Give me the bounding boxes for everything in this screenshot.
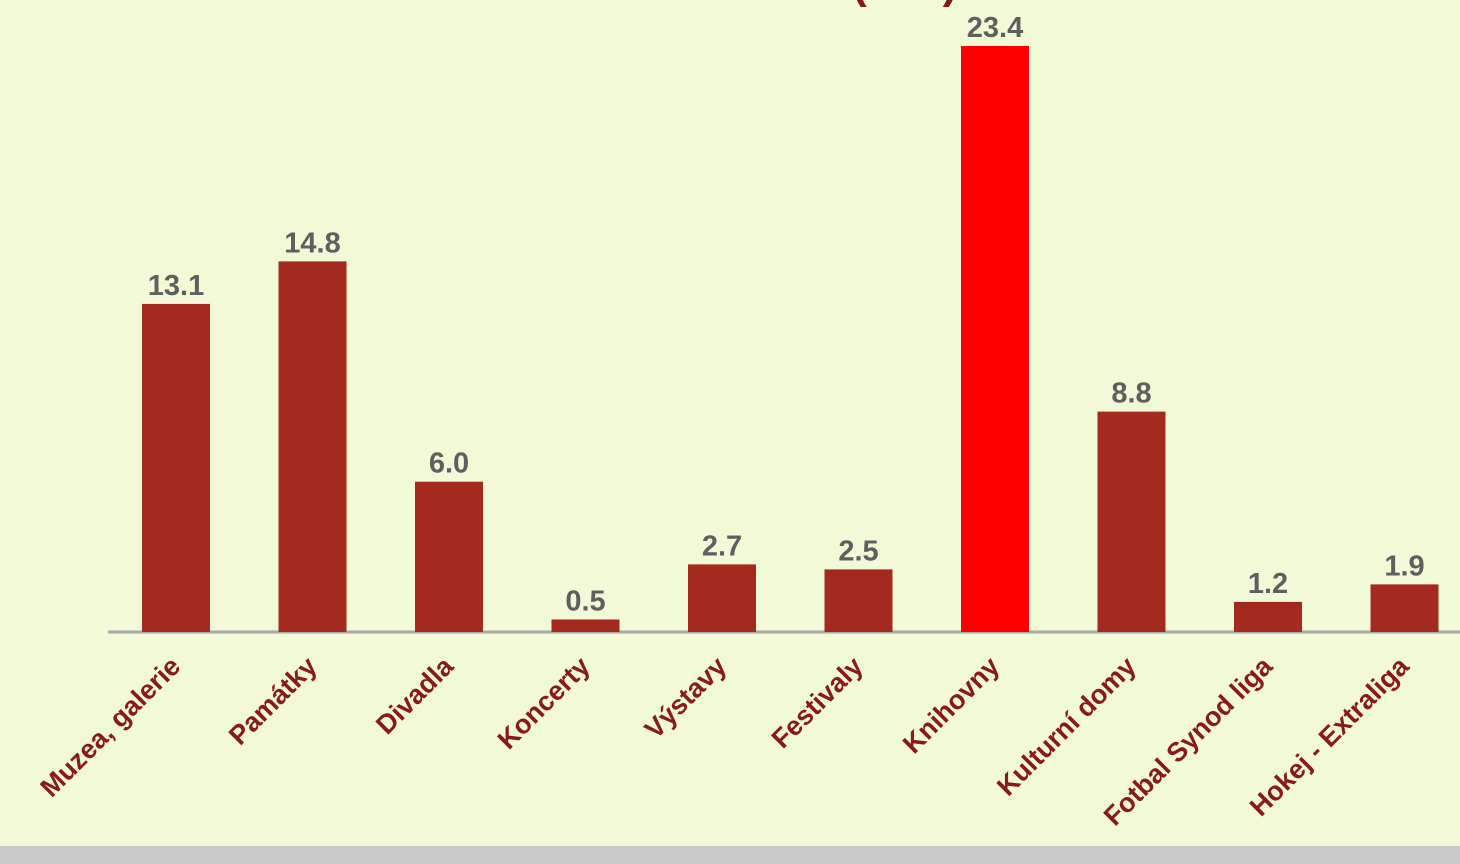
category-label-6: Knihovny (897, 651, 1005, 759)
category-label-4: Výstavy (639, 651, 732, 744)
bar-8 (1234, 601, 1302, 632)
bar-7 (1097, 411, 1166, 632)
value-label-7: 8.8 (1111, 378, 1151, 410)
value-labels-group: 13.1 14.8 6.0 0.5 2.7 2.5 23.4 8.8 1.2 1.9 (148, 12, 1425, 618)
value-label-2: 6.0 (429, 448, 469, 480)
value-label-3: 0.5 (565, 586, 605, 618)
value-label-8: 1.2 (1248, 568, 1288, 600)
bar-1 (278, 261, 347, 632)
category-label-1: Památky (223, 651, 323, 751)
value-label-4: 2.7 (702, 530, 742, 562)
category-label-5: Festivaly (766, 651, 869, 754)
bar-3 (551, 619, 620, 632)
bar-9 (1370, 584, 1439, 632)
bars-group (142, 46, 1439, 632)
bar-2 (415, 481, 483, 632)
bar-6 (961, 46, 1029, 632)
bar-0 (142, 303, 210, 632)
category-labels-group: Muzea, galerie Památky Divadla Koncerty Výst… (35, 650, 1416, 831)
category-label-7: Kulturní domy (991, 651, 1142, 802)
bar-4 (688, 564, 756, 632)
chart-title: za rok 2016 (mil.) (603, 0, 958, 8)
category-label-2: Divadla (370, 650, 460, 740)
value-label-0: 13.1 (148, 270, 204, 302)
value-label-1: 14.8 (284, 227, 340, 259)
value-label-6: 23.4 (967, 12, 1023, 44)
bar-5 (824, 569, 893, 632)
category-label-3: Koncerty (492, 651, 596, 755)
category-label-0: Muzea, galerie (35, 651, 187, 803)
bottom-strip (0, 846, 1460, 864)
value-label-9: 1.9 (1384, 550, 1424, 582)
value-label-5: 2.5 (838, 535, 878, 567)
